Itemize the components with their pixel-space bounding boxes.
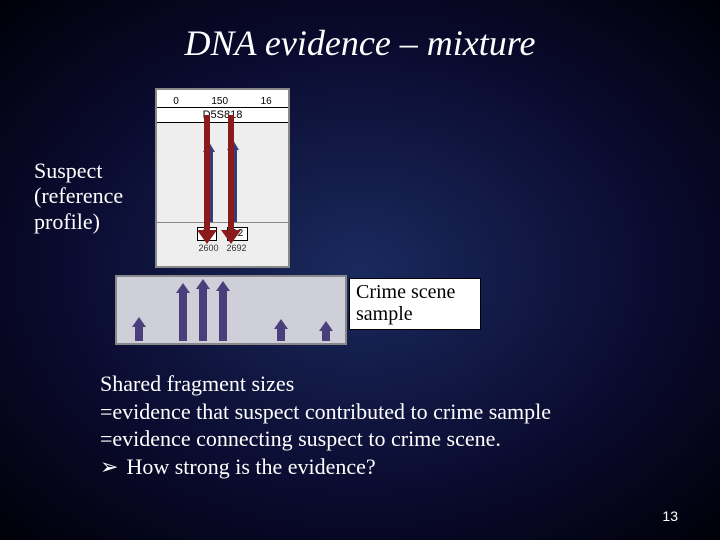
match-arrow-icon [204,115,210,230]
match-arrow-icon [228,115,234,230]
scale-tick: 150 [211,96,228,107]
suspect-reference-label: Suspect (reference profile) [34,158,123,234]
peak [322,331,330,341]
reference-electropherogram-panel: 0 150 16 D5S818 11 12 2600 2692 [155,88,290,268]
crime-scene-electropherogram-panel [115,275,347,345]
page-number: 13 [662,508,678,524]
crime-peaks-area [117,277,345,343]
scale-tick: 16 [261,96,272,107]
suspect-label-line2: (reference [34,183,123,208]
slide-title: DNA evidence – mixture [0,22,720,64]
peak [135,327,143,341]
suspect-label-line1: Suspect [34,158,123,183]
peak [199,289,207,341]
rfu-value: 2692 [227,243,247,253]
crime-label-line2: sample [356,303,474,325]
peak [179,293,187,341]
body-text-block: Shared fragment sizes =evidence that sus… [100,370,670,480]
peak [219,291,227,341]
scale-tick: 0 [173,96,179,107]
peak [277,329,285,341]
crime-scene-label: Crime scene sample [349,278,481,330]
suspect-label-line3: profile) [34,209,123,234]
rfu-value: 2600 [198,243,218,253]
body-line-2: =evidence that suspect contributed to cr… [100,398,670,426]
reference-peaks-area [157,123,288,223]
locus-name: D5S818 [157,108,288,123]
crime-label-line1: Crime scene [356,281,474,303]
body-line-1: Shared fragment sizes [100,370,670,398]
body-line-3: =evidence connecting suspect to crime sc… [100,425,670,453]
scale-ticks: 0 150 16 [157,90,288,108]
body-bullet-row: ➢ How strong is the evidence? [100,453,670,481]
bullet-icon: ➢ [100,453,118,481]
body-line-4: How strong is the evidence? [126,453,375,481]
